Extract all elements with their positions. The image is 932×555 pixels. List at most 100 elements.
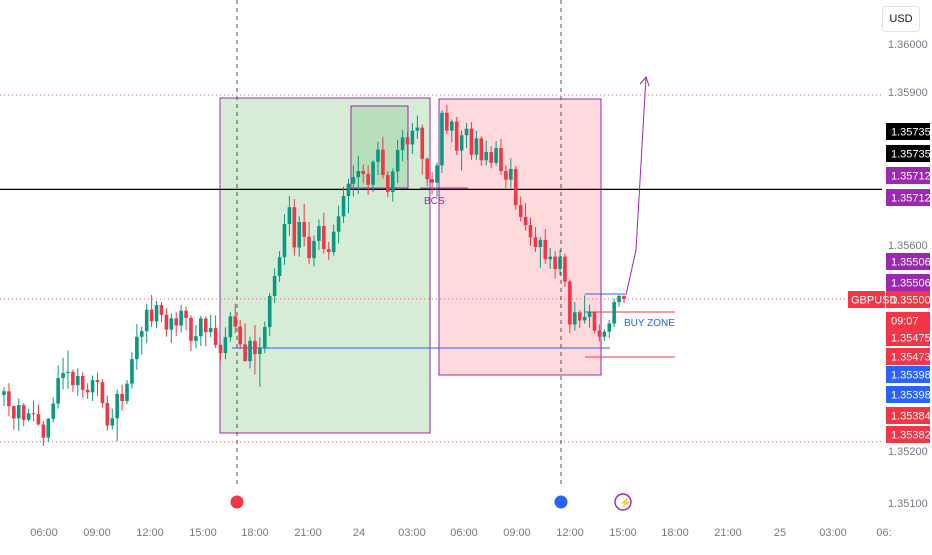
candle-body (361, 170, 366, 175)
price-tag (886, 291, 930, 308)
price-tag (886, 253, 930, 270)
candle-body (577, 312, 582, 321)
candle-body (100, 382, 105, 404)
price-tag-label: 1.35473 (891, 352, 931, 364)
candle-body (164, 314, 169, 330)
time-tick-label: 25 (774, 527, 786, 539)
candle-body (449, 121, 454, 131)
price-tag (886, 123, 930, 140)
candle-body (258, 347, 262, 355)
price-tag-label: 1.35712 (891, 171, 931, 183)
candle-body (602, 331, 607, 337)
candle-body (528, 225, 533, 238)
candle-body (371, 161, 375, 185)
candle-body (494, 148, 498, 163)
price-tag (886, 145, 930, 162)
candle-body (233, 316, 238, 327)
candle-body (189, 317, 193, 341)
candle-body (469, 128, 474, 155)
candle-body (597, 330, 602, 337)
time-tick-label: 18:00 (661, 527, 689, 539)
candle-body (90, 380, 95, 393)
price-tag-label: 1.35506 (891, 278, 931, 290)
time-tick-label: 18:00 (241, 527, 269, 539)
candle-body (41, 424, 46, 438)
price-tag (886, 167, 930, 184)
candle-body (454, 121, 459, 151)
candle-body (7, 391, 11, 407)
candle-body (400, 137, 405, 151)
candle-body (543, 239, 548, 260)
candle-body (282, 224, 287, 258)
candle-body (445, 112, 449, 131)
uk-flag-event-icon[interactable] (553, 494, 569, 510)
candle-body (312, 240, 316, 259)
candle-body (16, 405, 21, 419)
candle-body (572, 312, 577, 325)
candle-body (410, 130, 415, 145)
candle-body (287, 207, 292, 225)
time-tick-label: 12:00 (136, 527, 164, 539)
candle-body (31, 413, 36, 415)
candle-body (2, 391, 6, 395)
price-tag-label: 1.35735 (891, 127, 931, 139)
candle-body (405, 137, 410, 145)
projection-arrow-line[interactable] (625, 76, 647, 296)
price-tag (886, 274, 930, 291)
candle-body (253, 340, 257, 355)
candle-body (513, 168, 518, 206)
candle-body (238, 326, 242, 345)
candle-body (341, 195, 346, 217)
price-tag-label: 09:07 (891, 316, 919, 328)
candle-body (12, 406, 16, 419)
lightning-glyph-icon: ⚡ (619, 496, 631, 509)
price-tag-label: 1.35500 (891, 295, 931, 307)
candle-body (509, 168, 513, 180)
candle-body (262, 327, 267, 348)
candle-body (169, 318, 174, 330)
candle-body (538, 239, 543, 247)
candle-body (223, 337, 228, 354)
candle-body (548, 256, 552, 260)
us-flag-event-icon[interactable] (229, 494, 245, 510)
candle-body (110, 418, 115, 426)
candle-body (277, 257, 282, 277)
candle-body (46, 418, 51, 438)
time-tick-label: 03:00 (819, 527, 847, 539)
candle-body (504, 170, 508, 180)
candle-body (617, 295, 621, 303)
candle-body (474, 138, 479, 155)
price-tick-label: 1.35200 (888, 446, 928, 458)
candle-body (243, 344, 247, 362)
price-tag (886, 366, 930, 383)
price-tag (886, 426, 930, 443)
candle-body (366, 174, 370, 185)
time-tick-label: 24 (353, 527, 365, 539)
candle-body (85, 389, 90, 393)
candle-body (149, 309, 154, 322)
price-tag-label: 1.35398 (891, 370, 931, 382)
candle-body (563, 256, 567, 282)
candle-body (154, 305, 159, 322)
price-tag (886, 386, 930, 403)
time-tick-label: 21:00 (714, 527, 742, 539)
candle-body (435, 165, 439, 183)
candle-body (523, 216, 528, 226)
candle-body (322, 226, 326, 250)
candle-body (213, 328, 218, 345)
candle-body (174, 318, 179, 326)
candle-body (51, 403, 56, 419)
time-tick-label: 09:00 (503, 527, 531, 539)
price-tag-label: 1.35384 (891, 411, 931, 423)
time-tick-label: 09:00 (83, 527, 111, 539)
candle-body (336, 216, 341, 232)
candle-body (248, 340, 252, 362)
candle-body (376, 149, 380, 162)
candle-body (390, 171, 395, 192)
candle-body (326, 249, 331, 253)
currency-button[interactable]: USD (882, 6, 920, 32)
lightning-event-icon[interactable] (614, 493, 632, 511)
candle-body (459, 135, 464, 151)
